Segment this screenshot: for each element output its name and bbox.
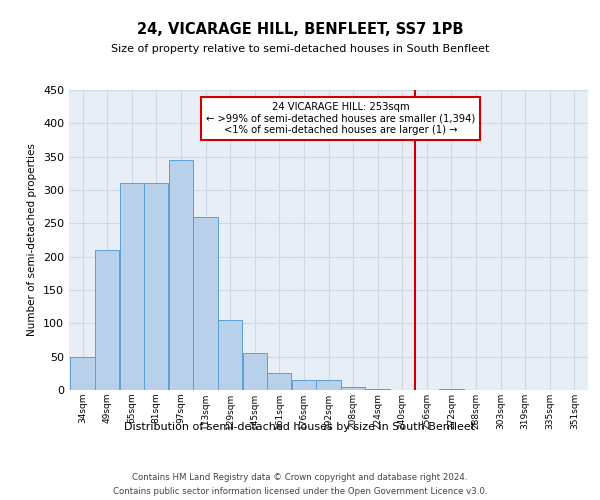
Y-axis label: Number of semi-detached properties: Number of semi-detached properties	[28, 144, 37, 336]
Bar	[169, 160, 193, 390]
Bar	[341, 386, 365, 390]
Text: 24, VICARAGE HILL, BENFLEET, SS7 1PB: 24, VICARAGE HILL, BENFLEET, SS7 1PB	[137, 22, 463, 38]
Bar	[193, 216, 218, 390]
Text: Size of property relative to semi-detached houses in South Benfleet: Size of property relative to semi-detach…	[111, 44, 489, 54]
Bar	[267, 374, 292, 390]
Bar	[95, 250, 119, 390]
Text: Contains public sector information licensed under the Open Government Licence v3: Contains public sector information licen…	[113, 488, 487, 496]
Bar	[144, 184, 169, 390]
Text: Distribution of semi-detached houses by size in South Benfleet: Distribution of semi-detached houses by …	[124, 422, 476, 432]
Bar	[316, 380, 341, 390]
Bar	[292, 380, 316, 390]
Bar	[119, 184, 144, 390]
Text: 24 VICARAGE HILL: 253sqm
← >99% of semi-detached houses are smaller (1,394)
<1% : 24 VICARAGE HILL: 253sqm ← >99% of semi-…	[206, 102, 475, 135]
Bar	[70, 356, 95, 390]
Text: Contains HM Land Registry data © Crown copyright and database right 2024.: Contains HM Land Registry data © Crown c…	[132, 472, 468, 482]
Bar	[242, 354, 267, 390]
Bar	[218, 320, 242, 390]
